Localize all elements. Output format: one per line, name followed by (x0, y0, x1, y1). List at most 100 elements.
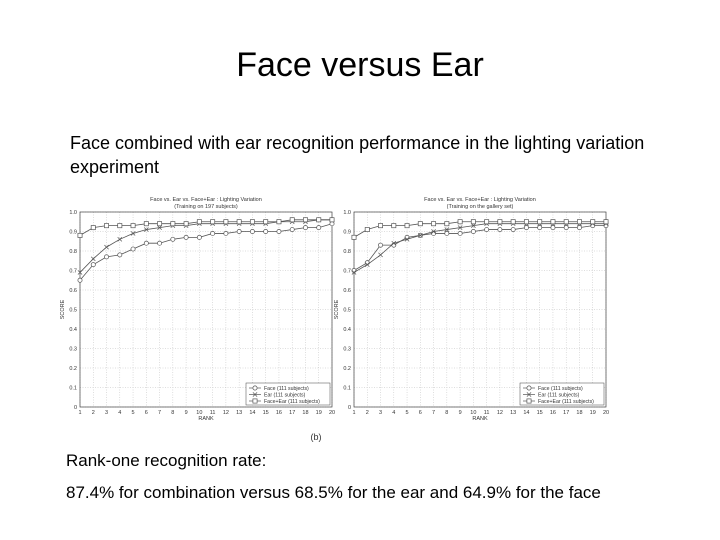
legend-box (245, 382, 331, 406)
y-tick-label: 0.2 (69, 366, 77, 372)
series-circle (351, 223, 609, 273)
x-tick-label: 16 (276, 410, 282, 416)
data-point (431, 229, 436, 234)
legend-label: Face (111 subjects) (264, 386, 309, 392)
x-tick-label: 19 (316, 410, 322, 416)
x-tick-label: 1 (78, 410, 81, 416)
data-point (417, 221, 423, 227)
data-point (170, 236, 176, 242)
data-point (157, 225, 162, 230)
x-tick-label: 7 (158, 410, 161, 416)
data-point (289, 217, 295, 223)
y-axis-label: SCORE (60, 299, 66, 319)
data-point (249, 219, 255, 225)
x-tick-label: 17 (563, 410, 569, 416)
data-point (77, 270, 83, 275)
data-point (510, 219, 516, 225)
data-point (104, 223, 109, 229)
x-tick-label: 20 (329, 410, 335, 416)
x-tick-label: 3 (105, 410, 108, 416)
x-tick-label: 20 (603, 410, 609, 416)
y-tick-label: 0.2 (343, 366, 351, 372)
data-point (457, 219, 463, 225)
y-axis-label: SCORE (334, 299, 340, 319)
legend-marker (252, 385, 258, 391)
x-tick-label: 11 (210, 410, 216, 416)
y-tick-label: 0.1 (69, 386, 77, 392)
data-point (117, 223, 123, 229)
y-tick-label: 1.0 (69, 210, 77, 216)
data-point (457, 225, 463, 230)
data-point (263, 229, 269, 234)
x-tick-label: 10 (470, 410, 476, 416)
legend-marker (526, 392, 532, 397)
y-tick-label: 0 (74, 405, 77, 411)
data-point (90, 225, 96, 231)
x-tick-label: 6 (419, 410, 422, 416)
data-point (484, 227, 490, 233)
data-point (364, 262, 370, 267)
data-point (90, 256, 96, 262)
chart-subtitle: (Training on the gallery set) (447, 204, 514, 210)
series-line (353, 223, 606, 273)
data-point (444, 221, 450, 227)
data-point (316, 225, 322, 231)
data-point (470, 219, 476, 225)
data-point (289, 227, 295, 233)
chart-title: Face vs. Ear vs. Face+Ear : Lighting Var… (150, 197, 262, 203)
x-tick-label: 14 (523, 410, 529, 416)
data-point (590, 219, 596, 225)
data-point (143, 240, 149, 246)
legend-label: Face+Ear (111 subjects) (264, 399, 320, 405)
y-tick-label: 0.7 (69, 269, 77, 275)
x-tick-label: 5 (406, 410, 409, 416)
legend-marker (526, 398, 532, 404)
data-point (470, 229, 476, 234)
data-point (329, 217, 335, 223)
data-point (316, 217, 322, 223)
slide-subtitle: Face combined with ear recognition perfo… (70, 133, 645, 177)
x-tick-label: 2 (92, 410, 95, 416)
data-point (497, 219, 503, 225)
y-tick-label: 0.8 (69, 249, 77, 255)
x-tick-label: 8 (445, 410, 448, 416)
x-tick-label: 10 (196, 410, 202, 416)
legend-marker (252, 392, 258, 397)
data-point (391, 240, 397, 246)
data-point (157, 221, 163, 227)
data-point (117, 252, 123, 258)
figure: Face vs. Ear vs. Face+Ear : Lighting Var… (60, 188, 620, 450)
data-point (563, 225, 569, 231)
recognition-rates-text: 87.4% for combination versus 68.5% for t… (66, 483, 601, 502)
data-point (263, 219, 269, 225)
data-point (210, 231, 216, 236)
data-point (351, 270, 357, 275)
plot-frame (79, 211, 333, 408)
data-point (104, 254, 109, 260)
x-tick-label: 19 (590, 410, 596, 416)
chart-panel-left: Face vs. Ear vs. Face+Ear : Lighting Var… (60, 197, 335, 422)
x-tick-label: 8 (171, 410, 174, 416)
data-point (170, 221, 176, 227)
series-square (351, 219, 609, 240)
data-point (471, 223, 476, 228)
data-point (404, 236, 410, 242)
x-tick-label: 12 (223, 410, 229, 416)
data-point (523, 219, 529, 225)
data-point (249, 229, 255, 234)
data-point (484, 219, 490, 225)
x-tick-label: 9 (459, 410, 462, 416)
data-point (457, 231, 463, 236)
data-point (351, 234, 357, 240)
data-point (77, 277, 83, 283)
series-circle (77, 221, 335, 283)
plot-frame (353, 211, 607, 408)
y-tick-label: 0 (348, 405, 351, 411)
y-tick-label: 1.0 (343, 210, 351, 216)
chart-subtitle: (Training on 197 subjects) (174, 204, 238, 210)
data-point (157, 240, 163, 246)
x-tick-label: 5 (132, 410, 135, 416)
data-point (77, 232, 83, 238)
data-point (196, 234, 202, 240)
data-point (431, 221, 437, 227)
